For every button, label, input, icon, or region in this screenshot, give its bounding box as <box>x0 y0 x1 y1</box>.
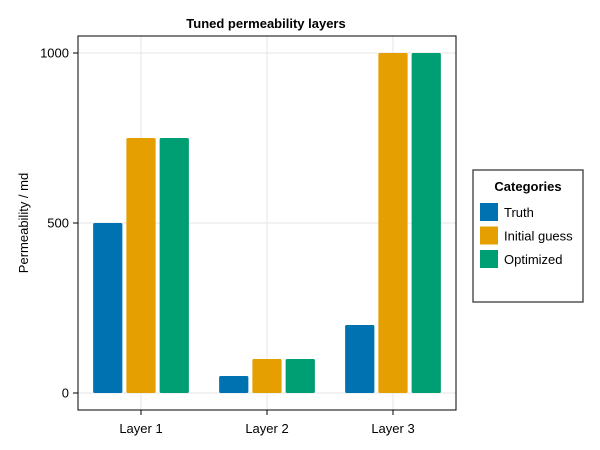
legend-label-2: Initial guess <box>504 229 573 244</box>
legend-items: Truth Initial guess Optimized <box>480 203 573 268</box>
y-axis-ticks: 0 500 1000 <box>40 46 78 401</box>
legend-title: Categories <box>494 179 561 194</box>
bar-1-3 <box>345 325 375 393</box>
y-tick-label-0: 0 <box>62 386 69 401</box>
bar-3-3 <box>411 53 441 393</box>
bar-2-1 <box>126 138 156 393</box>
y-axis-label: Permeability / md <box>16 173 31 273</box>
bars <box>93 53 441 393</box>
x-axis-ticks: Layer 1 Layer 2 Layer 3 <box>119 410 415 436</box>
bar-1-1 <box>93 223 123 393</box>
x-tick-label-0: Layer 1 <box>119 421 162 436</box>
x-tick-label-1: Layer 2 <box>245 421 288 436</box>
bar-3-2 <box>285 359 315 393</box>
legend-swatch-2 <box>480 226 498 245</box>
bar-1-2 <box>219 376 249 393</box>
y-tick-label-1: 500 <box>47 216 69 231</box>
legend-label-1: Truth <box>504 205 534 220</box>
legend-swatch-3 <box>480 250 498 268</box>
legend-label-3: Optimized <box>504 252 563 267</box>
x-tick-label-2: Layer 3 <box>371 421 414 436</box>
bar-2-3 <box>378 53 408 393</box>
legend: Categories Truth Initial guess Optimized <box>472 169 584 303</box>
bar-2-2 <box>252 359 282 393</box>
legend-swatch-1 <box>480 203 498 221</box>
bar-3-1 <box>159 138 189 393</box>
y-tick-label-2: 1000 <box>40 46 69 61</box>
chart-title: Tuned permeability layers <box>186 16 345 31</box>
